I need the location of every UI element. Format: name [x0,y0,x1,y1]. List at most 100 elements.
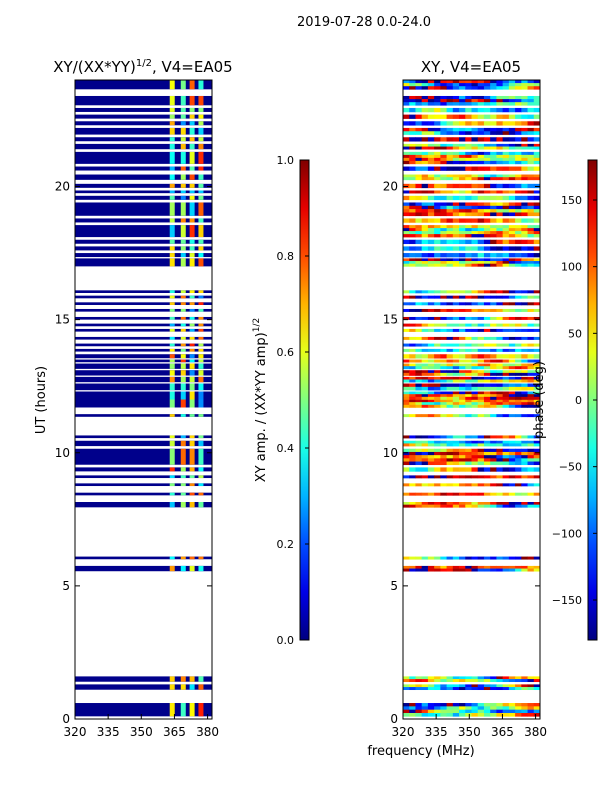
phase-data-cell [521,246,528,251]
amplitude-rfi-cell [180,336,186,340]
phase-data-cell [440,127,447,132]
amplitude-rfi-cell [189,448,195,465]
phase-data-cell [471,396,479,400]
phase-data-cell [477,359,485,363]
phase-data-cell [471,502,479,505]
phase-data-cell [403,328,410,332]
phase-data-cell [452,137,460,142]
phase-data-cell [502,414,510,418]
phase-data-cell [421,354,429,359]
phase-data-cell [427,684,435,688]
phase-data-cell [483,151,491,156]
phase-data-cell [409,231,416,235]
phase-data-cell [452,379,460,383]
phase-data-cell [446,461,454,466]
phase-data-cell [446,143,454,147]
phase-data-cell [471,143,479,147]
phase-data-cell [490,455,497,459]
phase-data-cell [452,679,460,683]
amplitude-rfi-cell [189,308,195,312]
phase-data-cell [427,177,435,181]
phase-data-cell [446,218,454,223]
phase-data-cell [515,370,522,374]
phase-data-cell [477,336,485,340]
phase-data-cell [502,174,510,178]
phase-data-cell [434,475,441,479]
phase-data-cell [446,146,454,150]
amplitude-rfi-cell [169,376,175,383]
phase-data-cell [527,166,535,171]
phase-data-cell [421,502,429,505]
phase-data-cell [490,568,497,572]
phase-data-cell [471,151,479,156]
phase-data-cell [515,261,522,265]
phase-data-cell [440,190,447,194]
phase-data-cell [483,263,491,267]
phase-data-cell [465,467,472,472]
phase-data-cell [490,467,497,472]
phase-data-cell [477,166,485,171]
phase-data-cell [521,565,528,569]
phase-data-cell [521,114,528,119]
amplitude-data-segment [75,225,212,238]
phase-data-cell [440,323,447,327]
phase-data-cell [471,166,479,171]
phase-data-cell [434,391,441,395]
phase-data-cell [427,302,435,306]
phase-data-cell [502,458,510,462]
phase-data-cell [415,308,423,312]
phase-data-cell [440,225,447,229]
phase-data-cell [452,261,460,265]
phase-data-cell [527,713,535,717]
phase-data-cell [533,86,541,90]
phase-data-cell [459,483,466,487]
amplitude-rfi-cell [189,703,195,717]
phase-data-cell [446,83,454,87]
amplitude-rfi-cell [169,676,175,682]
phase-data-cell [471,461,479,466]
phase-data-cell [459,127,466,132]
amplitude-rfi-cell [180,435,186,439]
phase-data-cell [446,394,454,398]
phase-data-cell [403,354,410,359]
phase-data-cell [515,703,522,707]
phase-data-cell [483,143,491,147]
amplitude-rfi-cell [180,225,186,238]
phase-data-cell [527,372,535,376]
phase-data-cell [508,261,516,265]
phase-data-cell [459,166,466,171]
phase-data-cell [496,114,504,119]
phase-data-cell [465,121,472,126]
phase-data-cell [421,709,429,714]
phase-data-cell [427,102,435,106]
phase-data-cell [490,504,497,508]
phase-data-cell [515,386,522,391]
amplitude-rfi-cell [198,399,204,408]
amplitude-data-segment [75,502,212,508]
amplitude-data-segment [75,308,212,312]
amplitude-rfi-cell [198,151,204,164]
phase-data-cell [521,154,528,159]
phase-data-cell [496,336,504,340]
phase-data-cell [496,328,504,332]
phase-data-cell [421,83,429,87]
amplitude-rfi-cell [189,80,195,90]
phase-data-cell [403,239,410,245]
amplitude-rfi-cell [189,253,195,258]
phase-data-cell [515,190,522,194]
phase-data-cell [403,190,410,194]
phase-data-cell [415,709,423,714]
phase-data-cell [415,154,423,159]
phase-data-cell [421,195,429,201]
phase-data-cell [465,157,472,162]
amplitude-rfi-cell [180,316,186,320]
phase-data-cell [465,440,472,444]
phase-data-cell [490,102,497,106]
phase-data-cell [446,359,454,363]
amplitude-data-segment [75,391,212,400]
phase-data-cell [427,114,435,119]
phase-data-cell [471,205,479,210]
phase-data-cell [515,336,522,340]
amplitude-rfi-cell [180,399,186,408]
phase-data-cell [471,146,479,150]
